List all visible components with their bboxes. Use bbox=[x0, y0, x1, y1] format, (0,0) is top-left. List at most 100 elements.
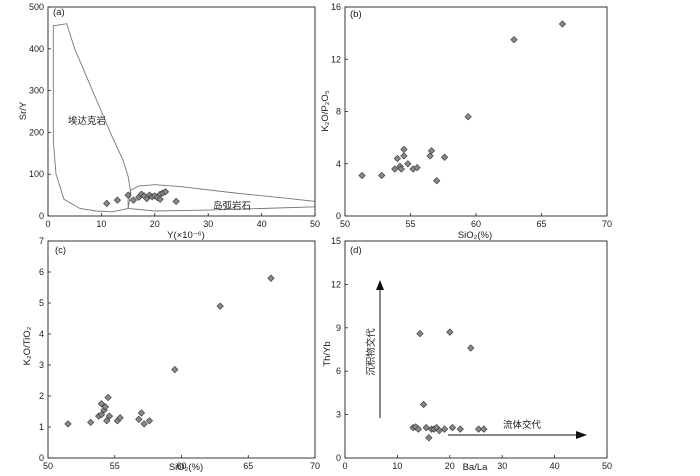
panel-d-horizontal-arrowhead bbox=[576, 431, 587, 439]
panel-d-data-point bbox=[419, 400, 428, 409]
panel-b-xlabel: SiO₂(%) bbox=[458, 230, 492, 241]
panel-b-xtick-label: 55 bbox=[405, 219, 415, 229]
panel-b-k2o-p2o5-vs-sio2: 50 55 60 65 70 0 4 8 12 16 (b) SiO₂(%) K₂O/P₂O₅ bbox=[320, 2, 612, 241]
panel-d-data-point bbox=[456, 425, 464, 433]
panel-c-points bbox=[64, 274, 275, 428]
panel-d-ytick-label: 15 bbox=[331, 236, 341, 246]
panel-d-data-point bbox=[448, 423, 457, 432]
panel-b-data-point bbox=[426, 152, 434, 160]
panel-d-xtick-label: 0 bbox=[342, 461, 347, 471]
panel-d-xtick-label: 20 bbox=[445, 461, 455, 471]
panel-c-ytick-label: 1 bbox=[39, 422, 44, 432]
panel-a-ytick-label: 100 bbox=[29, 169, 44, 179]
panel-a-fields bbox=[52, 23, 316, 213]
panel-d-ytick-label: 0 bbox=[336, 453, 341, 463]
panel-a-label: (a) bbox=[53, 7, 65, 18]
panel-d-xtick-label: 40 bbox=[550, 461, 560, 471]
panel-a-field-label-island-arc: 岛弧岩石 bbox=[213, 200, 251, 212]
panel-b-frame bbox=[344, 6, 608, 217]
panel-a-xtick-label: 20 bbox=[150, 219, 160, 229]
panel-a-xtick-label: 30 bbox=[203, 219, 213, 229]
panel-c-label: (c) bbox=[55, 245, 66, 256]
panel-d-annotation-sediment: 沉积物交代 bbox=[365, 328, 377, 376]
panel-b-ytick-label: 16 bbox=[331, 2, 341, 12]
panel-d-ytick-label: 9 bbox=[336, 323, 341, 333]
panel-c-data-point bbox=[140, 420, 148, 428]
panel-a-ylabel: Sr/Y bbox=[18, 101, 29, 120]
panel-d-ytick-label: 6 bbox=[336, 366, 341, 376]
panel-d-data-point bbox=[467, 344, 475, 352]
panel-d-label: (d) bbox=[350, 245, 362, 256]
panel-a-ytick-label: 200 bbox=[29, 127, 44, 137]
panel-d-vertical-arrowhead bbox=[376, 280, 384, 290]
panel-c-axes: 50 55 60 65 70 0 1 2 3 4 5 6 7 bbox=[39, 236, 320, 471]
panel-d-data-point bbox=[414, 425, 422, 433]
panel-d-ytick-label: 12 bbox=[331, 279, 341, 289]
panel-a-xlabel: Y(×10⁻⁶) bbox=[167, 230, 205, 241]
panel-b-axes: 50 55 60 65 70 0 4 8 12 16 bbox=[331, 2, 612, 229]
panel-b-data-point bbox=[358, 171, 366, 180]
panel-c-data-point bbox=[145, 417, 154, 425]
panel-d-ytick-label: 3 bbox=[336, 410, 341, 420]
panel-d-data-point bbox=[422, 423, 430, 432]
panel-b-data-point bbox=[400, 152, 408, 160]
panel-a-ytick-label: 500 bbox=[29, 2, 44, 12]
panel-b-data-point bbox=[464, 113, 472, 121]
panel-c-data-point bbox=[116, 414, 124, 422]
panel-b-data-point bbox=[391, 165, 399, 173]
panel-a-xtick-label: 10 bbox=[96, 219, 106, 229]
panel-b-data-point bbox=[427, 147, 436, 155]
panel-a-data-point bbox=[156, 195, 164, 203]
panel-c-xtick-label: 70 bbox=[310, 461, 320, 471]
panel-a-data-point bbox=[129, 196, 138, 204]
panel-c-data-point bbox=[105, 412, 114, 420]
panel-d-data-point bbox=[446, 328, 454, 336]
panel-c-data-point bbox=[104, 393, 112, 402]
panel-c-data-point bbox=[137, 409, 146, 417]
panel-c-data-point bbox=[97, 400, 106, 408]
panel-c-ytick-label: 4 bbox=[39, 329, 44, 339]
panel-d-xtick-label: 30 bbox=[497, 461, 507, 471]
panel-b-xtick-label: 60 bbox=[471, 219, 481, 229]
panel-b-xtick-label: 65 bbox=[536, 219, 546, 229]
panel-c-data-point bbox=[103, 417, 111, 425]
panel-c-k2o-tio2-vs-sio2: 50 55 60 65 70 0 1 2 3 4 5 6 7 (c) SiO₂(%) K₂O/TiO₂ bbox=[22, 236, 320, 473]
panel-b-ytick-label: 0 bbox=[336, 211, 341, 221]
panel-a-frame bbox=[47, 6, 316, 217]
panel-b-ylabel: K₂O/P₂O₅ bbox=[320, 90, 331, 131]
panel-b-data-point bbox=[433, 177, 441, 185]
panel-a-ytick-label: 0 bbox=[39, 211, 44, 221]
panel-b-data-point bbox=[558, 20, 567, 28]
panel-c-xtick-label: 55 bbox=[110, 461, 120, 471]
panel-c-ytick-label: 7 bbox=[39, 236, 44, 246]
panel-d-data-point bbox=[474, 425, 483, 433]
panel-b-data-point bbox=[440, 153, 449, 161]
panel-c-ytick-label: 2 bbox=[39, 391, 44, 401]
panel-b-ytick-label: 12 bbox=[331, 54, 341, 64]
panel-b-xtick-label: 50 bbox=[340, 219, 350, 229]
panel-c-ytick-label: 5 bbox=[39, 298, 44, 308]
panel-c-xtick-label: 50 bbox=[43, 461, 53, 471]
panel-b-data-point bbox=[378, 171, 386, 180]
panel-c-xtick-label: 60 bbox=[176, 461, 186, 471]
panel-d-xtick-label: 50 bbox=[602, 461, 612, 471]
panel-d-points bbox=[409, 328, 488, 442]
panel-a-data-point bbox=[161, 188, 170, 196]
panel-b-data-point bbox=[510, 36, 518, 44]
panel-c-ytick-label: 6 bbox=[39, 267, 44, 277]
panel-c-ylabel: K₂O/TiO₂ bbox=[22, 326, 33, 365]
panel-c-data-point bbox=[87, 418, 95, 426]
panel-a-points bbox=[103, 188, 180, 208]
panel-c-data-point bbox=[64, 420, 72, 428]
panel-b-data-point bbox=[393, 154, 402, 163]
panel-c-data-point bbox=[135, 415, 143, 423]
panel-c-xtick-label: 65 bbox=[243, 461, 253, 471]
panel-a-xtick-label: 50 bbox=[310, 219, 320, 229]
panel-c-frame bbox=[47, 240, 316, 459]
panel-b-data-point bbox=[404, 160, 412, 168]
panel-c-ytick-label: 0 bbox=[39, 453, 44, 463]
panel-b-data-point bbox=[397, 165, 405, 173]
panel-a-field-label-adakite: 埃达克岩 bbox=[68, 115, 106, 127]
